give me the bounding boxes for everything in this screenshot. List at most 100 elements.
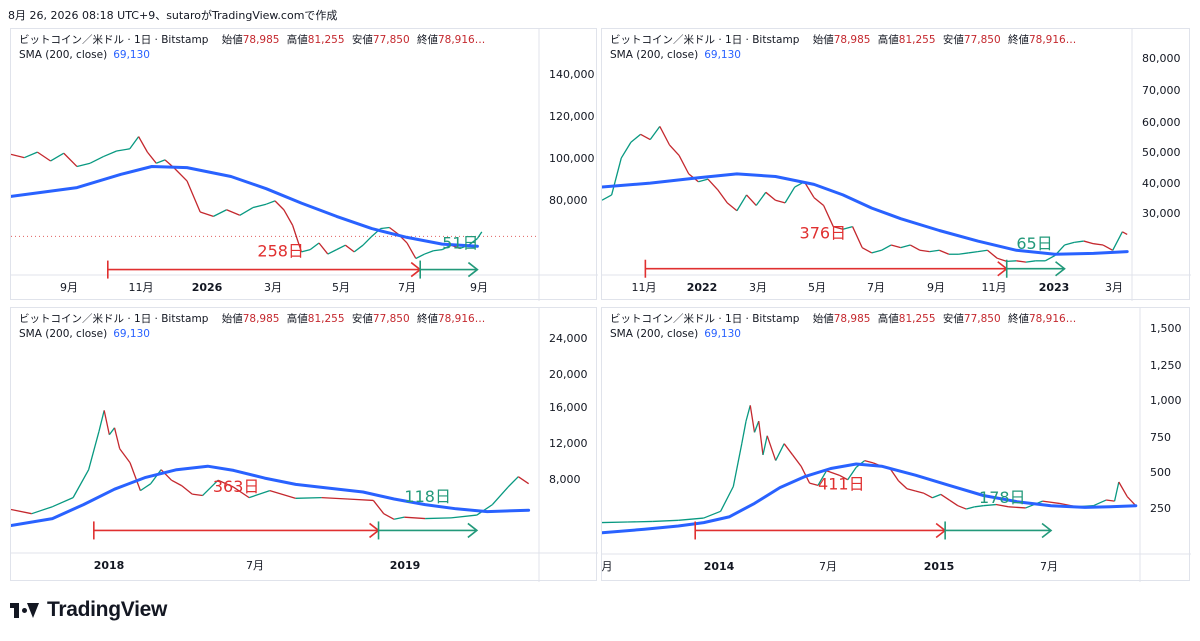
price-segment xyxy=(11,153,25,159)
x-tick-label: 11月 xyxy=(632,281,657,294)
price-segment xyxy=(668,144,680,156)
price-segment xyxy=(23,151,38,159)
chart-panel-top-left[interactable]: ビットコイン／米ドル · 1日 · Bitstamp 始値78,985 高値81… xyxy=(10,28,598,301)
price-segment xyxy=(476,504,493,516)
x-tick-label: 9月 xyxy=(470,281,488,294)
price-segment xyxy=(851,226,863,248)
price-segment xyxy=(803,181,815,198)
price-segment xyxy=(113,427,121,449)
price-segment xyxy=(1083,240,1094,245)
x-tick-label: 5月 xyxy=(332,281,350,294)
tradingview-logo[interactable]: TradingView xyxy=(10,598,167,622)
price-chart[interactable]: 24,000 20,000 16,000 12,000 8,000 2018 7月 2019 3… xyxy=(11,308,598,582)
price-segment xyxy=(1106,499,1115,502)
x-tick-label: 2018 xyxy=(94,559,125,572)
price-segment xyxy=(890,244,901,249)
sma-200-line xyxy=(11,464,531,527)
price-segment xyxy=(345,244,355,253)
y-tick-label: 16,000 xyxy=(549,401,588,414)
price-segment xyxy=(753,420,760,433)
price-segment xyxy=(678,517,704,521)
x-tick-label: 2023 xyxy=(1039,281,1070,294)
price-segment xyxy=(842,225,853,230)
price-segment xyxy=(52,497,74,508)
x-tick-label: 11月 xyxy=(982,281,1007,294)
price-segment xyxy=(450,514,477,519)
symbol-label[interactable]: ビットコイン／米ドル · 1日 · Bitstamp xyxy=(19,34,209,46)
sma-value: 69,130 xyxy=(704,328,741,340)
x-tick-label: 2014 xyxy=(704,560,735,573)
price-segment xyxy=(116,148,130,152)
price-segment xyxy=(775,199,786,204)
symbol-label[interactable]: ビットコイン／米ドル · 1日 · Bitstamp xyxy=(19,313,209,325)
sma-label[interactable]: SMA (200, close) xyxy=(610,328,699,340)
price-segment xyxy=(1126,496,1137,507)
price-segment xyxy=(309,242,320,251)
price-segment xyxy=(749,405,756,433)
price-segment xyxy=(372,500,385,515)
price-chart[interactable]: 80,000 70,000 60,000 50,000 40,000 30,000 11月 2… xyxy=(602,29,1191,301)
price-segment xyxy=(968,250,978,254)
price-segment xyxy=(784,186,796,204)
price-segment xyxy=(929,249,940,253)
sma-label[interactable]: SMA (200, close) xyxy=(610,49,699,61)
red-duration-label: 376日 xyxy=(800,223,847,242)
price-segment xyxy=(833,225,844,230)
sma-200-line xyxy=(602,172,1129,256)
price-segment xyxy=(1064,241,1075,246)
price-segment xyxy=(620,141,632,159)
price-segment xyxy=(659,126,671,146)
price-segment xyxy=(940,493,950,501)
price-segment xyxy=(717,189,728,204)
price-segment xyxy=(103,150,117,158)
sma-200-line xyxy=(602,462,1138,535)
y-tick-label: 50,000 xyxy=(1142,146,1181,159)
price-segment xyxy=(11,508,32,515)
sma-label[interactable]: SMA (200, close) xyxy=(19,49,108,61)
price-segment xyxy=(1093,499,1107,507)
green-duration-label: 118日 xyxy=(404,487,451,506)
price-segment xyxy=(393,516,405,520)
price-segment xyxy=(1042,500,1060,505)
price-segment xyxy=(146,151,157,164)
price-segment xyxy=(37,151,51,162)
price-segment xyxy=(1016,260,1027,263)
price-segment xyxy=(476,231,483,239)
price-segment xyxy=(915,490,925,494)
price-segment xyxy=(996,257,1007,262)
price-segment xyxy=(233,486,250,499)
chart-panel-bottom-right[interactable]: ビットコイン／米ドル · 1日 · Bitstamp 始値78,985 高値81… xyxy=(601,307,1191,582)
symbol-label[interactable]: ビットコイン／米ドル · 1日 · Bitstamp xyxy=(610,313,800,325)
x-tick-label: 3月 xyxy=(749,281,767,294)
price-segment xyxy=(966,506,975,510)
green-arrow-head xyxy=(467,261,479,278)
price-segment xyxy=(171,479,183,487)
price-segment xyxy=(762,435,768,456)
price-segment xyxy=(129,462,142,491)
y-tick-label: 750 xyxy=(1150,431,1171,444)
price-chart[interactable]: 1,500 1,250 1,000 750 500 250 月 2014 7月 2015 7月 411… xyxy=(602,308,1191,582)
symbol-label[interactable]: ビットコイン／米ドル · 1日 · Bitstamp xyxy=(610,34,800,46)
chart-caption: 8月 26, 2026 08:18 UTC+9、sutaroがTradingVi… xyxy=(8,9,338,22)
price-segment xyxy=(406,242,417,259)
price-segment xyxy=(217,479,234,488)
y-tick-label: 120,000 xyxy=(549,110,595,123)
price-segment xyxy=(336,244,346,251)
green-duration-label: 51日 xyxy=(442,234,478,253)
price-segment xyxy=(1113,481,1120,502)
price-segment xyxy=(977,249,988,253)
price-chart[interactable]: 140,000 120,000 100,000 80,000 9月 11月 2026 3月 5月… xyxy=(11,29,598,301)
price-segment xyxy=(202,479,219,496)
price-segment xyxy=(932,493,942,499)
y-tick-label: 1,000 xyxy=(1150,394,1182,407)
chart-panel-bottom-left[interactable]: ビットコイン／米ドル · 1日 · Bitstamp 始値78,985 高値81… xyxy=(10,307,598,582)
price-segment xyxy=(766,435,777,461)
price-segment xyxy=(792,454,802,467)
price-segment xyxy=(871,249,882,254)
price-segment xyxy=(726,202,738,212)
sma-label[interactable]: SMA (200, close) xyxy=(19,328,108,340)
price-segment xyxy=(707,178,719,191)
green-duration-label: 178日 xyxy=(979,488,1026,507)
y-tick-label: 40,000 xyxy=(1142,177,1181,190)
chart-panel-top-right[interactable]: ビットコイン／米ドル · 1日 · Bitstamp 始値78,985 高値81… xyxy=(601,28,1191,301)
